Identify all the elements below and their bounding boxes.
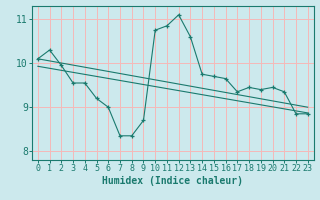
- X-axis label: Humidex (Indice chaleur): Humidex (Indice chaleur): [102, 176, 243, 186]
